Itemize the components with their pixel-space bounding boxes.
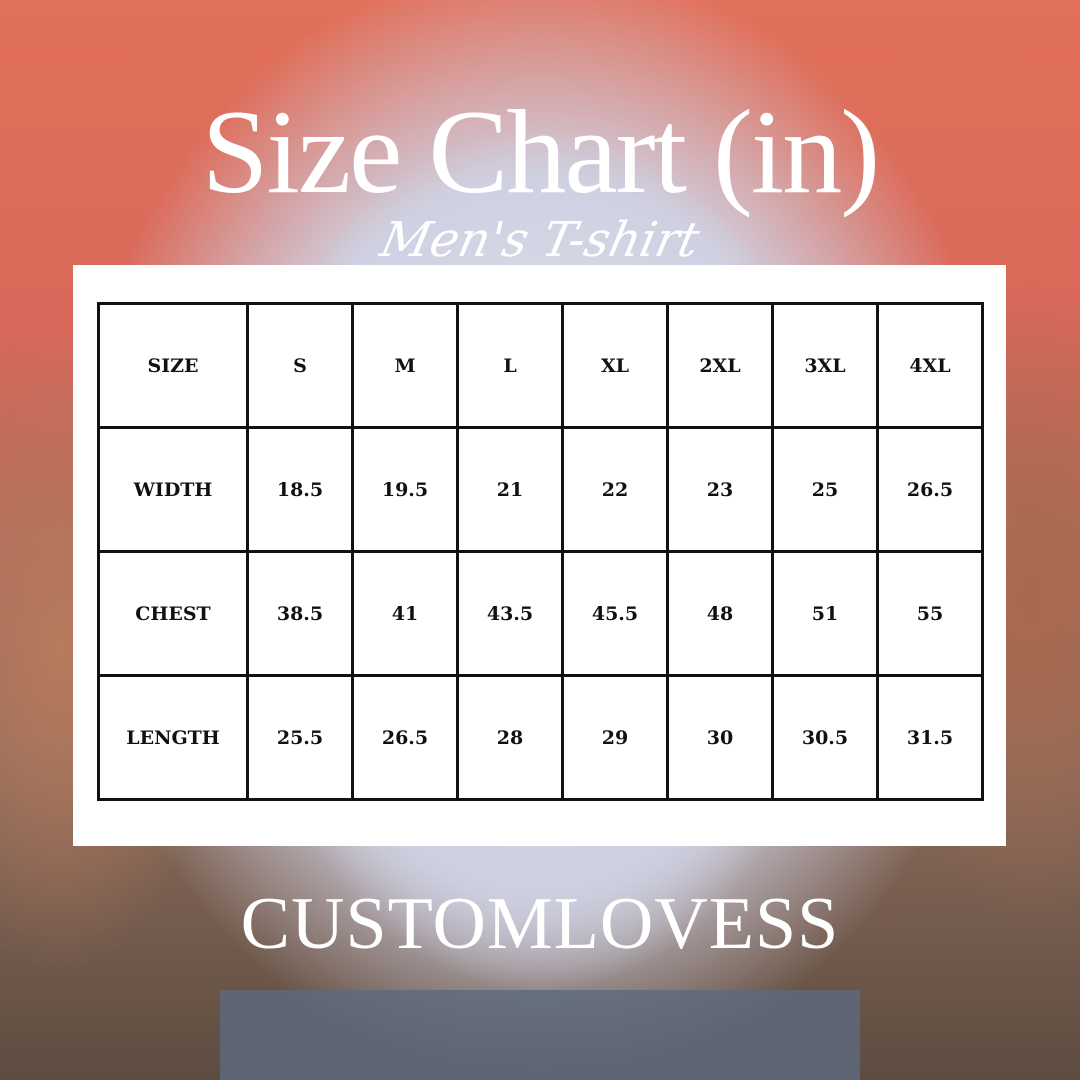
table-cell: 26.5 [351, 674, 459, 801]
table-cell: 30 [666, 674, 774, 801]
table-cell: 25.5 [246, 674, 354, 801]
table-cell: 41 [351, 550, 459, 677]
table-cell: 25 [771, 426, 879, 553]
table-cell: 43.5 [456, 550, 564, 677]
column-header: 3XL [771, 302, 879, 429]
table-cell: 18.5 [246, 426, 354, 553]
row-header: WIDTH [97, 426, 249, 553]
column-header: SIZE [97, 302, 249, 429]
column-header: S [246, 302, 354, 429]
row-header: CHEST [97, 550, 249, 677]
row-header: LENGTH [97, 674, 249, 801]
table-header-row: SIZE S M L XL 2XL 3XL 4XL [97, 302, 984, 429]
size-chart-panel: SIZE S M L XL 2XL 3XL 4XL WIDTH 18.5 19.5 21 22 23 25 2… [73, 265, 1006, 846]
column-header: L [456, 302, 564, 429]
table-cell: 23 [666, 426, 774, 553]
page-title: Size Chart (in) [201, 85, 880, 218]
table-cell: 29 [561, 674, 669, 801]
table-cell: 38.5 [246, 550, 354, 677]
column-header: 2XL [666, 302, 774, 429]
subtitle: Men's T-shirt [375, 212, 705, 268]
table-cell: 51 [771, 550, 879, 677]
brand-name: CUSTOMLOVESS [240, 883, 840, 965]
column-header: M [351, 302, 459, 429]
table-cell: 30.5 [771, 674, 879, 801]
table-cell: 45.5 [561, 550, 669, 677]
table-cell: 21 [456, 426, 564, 553]
column-header: 4XL [876, 302, 984, 429]
table-cell: 22 [561, 426, 669, 553]
table-cell: 26.5 [876, 426, 984, 553]
table-row: LENGTH 25.5 26.5 28 29 30 30.5 31.5 [97, 674, 984, 801]
size-table: SIZE S M L XL 2XL 3XL 4XL WIDTH 18.5 19.5 21 22 23 25 2… [97, 302, 984, 801]
table-cell: 48 [666, 550, 774, 677]
table-cell: 19.5 [351, 426, 459, 553]
column-header: XL [561, 302, 669, 429]
table-cell: 28 [456, 674, 564, 801]
table-cell: 55 [876, 550, 984, 677]
table-cell: 31.5 [876, 674, 984, 801]
table-row: CHEST 38.5 41 43.5 45.5 48 51 55 [97, 550, 984, 677]
jeans [220, 990, 860, 1080]
table-row: WIDTH 18.5 19.5 21 22 23 25 26.5 [97, 426, 984, 553]
